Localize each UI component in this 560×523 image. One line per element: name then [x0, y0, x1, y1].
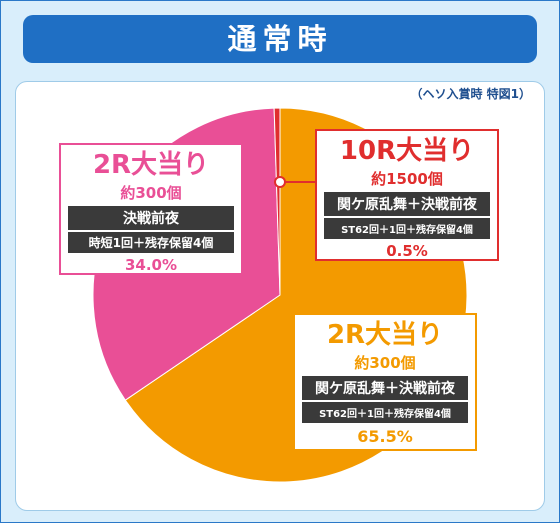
slice-title: 2R大当り: [92, 150, 210, 180]
leader-dot: [274, 176, 286, 188]
slice-percent: 0.5%: [386, 241, 428, 260]
slice-mode: 関ケ原乱舞＋決戦前夜: [302, 375, 468, 400]
slice-detail: ST62回＋1回＋残存保留4個: [302, 401, 468, 423]
slice-count: 約1500個: [371, 169, 443, 188]
slice-label-2r-pink: 2R大当り 約300個 決戦前夜 時短1回＋残存保留4個 34.0%: [59, 143, 243, 275]
slice-title: 2R大当り: [326, 320, 444, 350]
chart-note: （ヘソ入賞時 特図1）: [410, 87, 531, 101]
slice-label-10r: 10R大当り 約1500個 関ケ原乱舞＋決戦前夜 ST62回＋1回＋残存保留4個…: [315, 129, 499, 261]
slice-count: 約300個: [120, 183, 182, 202]
slice-percent: 34.0%: [124, 255, 178, 274]
slice-percent: 65.5%: [357, 426, 413, 446]
slice-mode: 関ケ原乱舞＋決戦前夜: [324, 191, 490, 216]
page-title: 通常時: [23, 15, 537, 63]
pie-slice-10r: [273, 107, 281, 296]
slice-mode: 決戦前夜: [68, 205, 234, 230]
slice-detail: 時短1回＋残存保留4個: [68, 231, 234, 253]
slice-detail: ST62回＋1回＋残存保留4個: [324, 217, 490, 239]
slice-label-2r-orange: 2R大当り 約300個 関ケ原乱舞＋決戦前夜 ST62回＋1回＋残存保留4個 6…: [293, 313, 477, 451]
slice-title: 10R大当り: [339, 136, 475, 166]
slice-count: 約300個: [354, 353, 416, 372]
